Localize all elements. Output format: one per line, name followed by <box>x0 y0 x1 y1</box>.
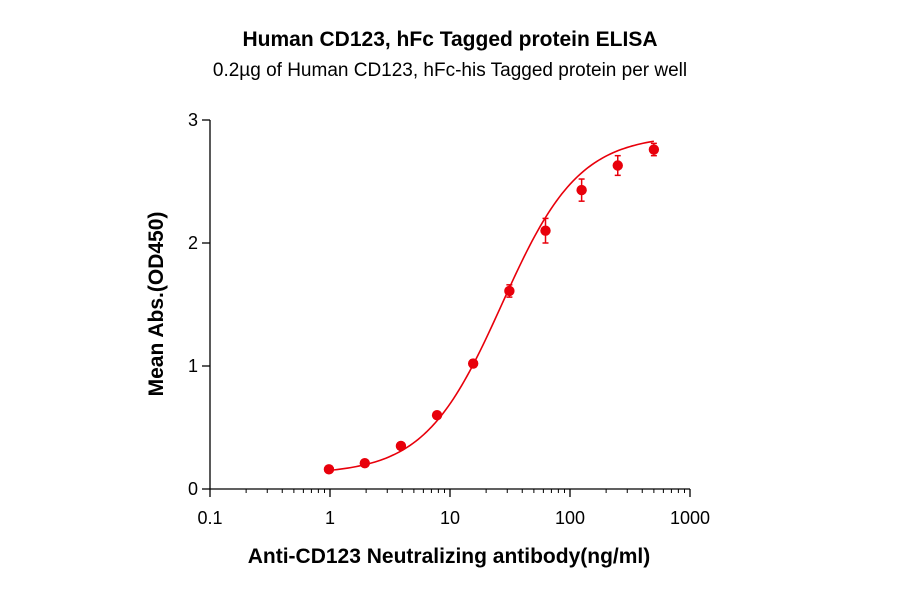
x-tick-label: 1 <box>325 508 335 528</box>
x-axis-label: Anti-CD123 Neutralizing antibody(ng/ml) <box>248 545 651 568</box>
data-point <box>323 464 335 475</box>
y-tick-label: 1 <box>188 356 198 376</box>
x-tick-label: 0.1 <box>197 508 222 528</box>
data-point <box>431 410 443 421</box>
fit-curve <box>328 140 655 472</box>
y-tick-label: 2 <box>188 233 198 253</box>
error-bars <box>325 142 657 472</box>
data-point <box>576 184 587 196</box>
data-point <box>540 225 551 236</box>
data-points <box>323 144 660 475</box>
y-axis-label: Mean Abs.(OD450) <box>145 212 168 397</box>
data-point <box>612 160 623 171</box>
y-tick-label: 0 <box>188 479 198 499</box>
chart-title: Human CD123, hFc Tagged protein ELISA <box>242 28 658 51</box>
data-point <box>359 457 371 469</box>
chart-subtitle: 0.2µg of Human CD123, hFc-his Tagged pro… <box>212 60 688 81</box>
data-point <box>395 440 407 452</box>
data-point <box>504 285 515 297</box>
axes: 0 1 2 3 0.1 1 10 100 1000 <box>188 110 710 528</box>
data-point <box>648 144 660 155</box>
x-tick-label: 100 <box>555 508 585 528</box>
x-tick-label: 10 <box>440 508 460 528</box>
x-tick-label: 1000 <box>670 508 710 528</box>
y-tick-label: 3 <box>188 110 198 130</box>
data-point <box>467 358 479 369</box>
